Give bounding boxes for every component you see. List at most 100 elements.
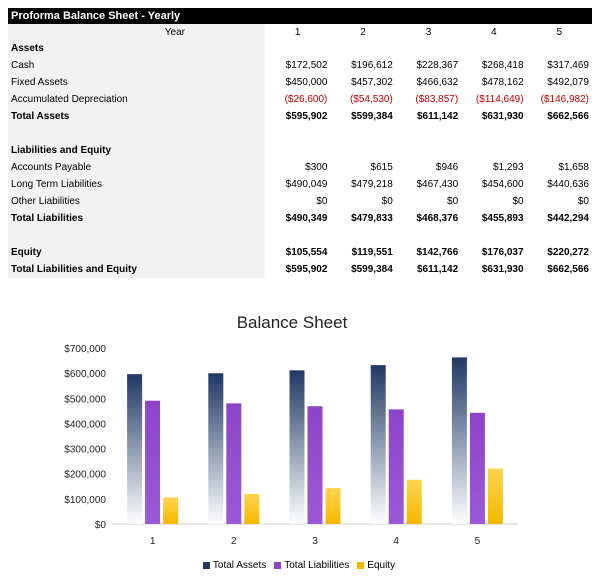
value-cell: ($146,982) (540, 94, 589, 105)
value-cell: $479,833 (351, 213, 393, 224)
legend-label: Equity (367, 560, 396, 571)
table-row: Total Liabilities and Equity $595,902 $599… (8, 261, 592, 278)
value-cell: ($26,600) (284, 94, 328, 105)
year-header-cell: 4 (491, 26, 497, 38)
bar-total-assets (208, 373, 224, 524)
value-cell: ($83,857) (415, 94, 459, 105)
value-cell (396, 142, 461, 159)
value-cell (330, 125, 395, 142)
value-cell: $1,658 (558, 162, 589, 173)
y-tick-label: $100,000 (64, 495, 106, 506)
row-label: Accounts Payable (8, 159, 265, 176)
value-cell (265, 227, 330, 244)
table-row: Accumulated Depreciation ($26,600) ($54,53… (8, 91, 592, 108)
bar-total-liabilities (388, 409, 404, 524)
bar-total-assets (370, 365, 386, 524)
bar-total-liabilities (469, 412, 485, 524)
table-row: Liabilities and Equity (8, 142, 592, 159)
value-cell: $0 (316, 196, 328, 207)
value-cell: $595,902 (285, 111, 328, 122)
value-cell: $172,502 (285, 60, 328, 71)
value-cell: $268,418 (481, 60, 524, 71)
value-cell: $490,049 (285, 179, 328, 190)
year-header-cell: 5 (556, 26, 563, 38)
value-cell (527, 40, 592, 57)
value-cell: $455,893 (481, 213, 524, 224)
value-cell: $631,930 (481, 111, 524, 122)
value-cell: $479,218 (351, 179, 393, 190)
table-row: Total Assets $595,902 $599,384 $611,142 $631… (8, 108, 592, 125)
bar-equity (487, 468, 503, 524)
bar-equity (406, 479, 422, 524)
bar-equity (244, 493, 260, 524)
table-row: Accounts Payable $300 $615 $946 $1,293 $1,658 (8, 159, 592, 176)
row-label (8, 125, 265, 142)
bar-total-assets (451, 357, 467, 524)
value-cell: $615 (370, 162, 393, 173)
chart-legend: Total Assets Total Liabilities Equity (0, 560, 598, 572)
value-cell: $492,079 (547, 77, 589, 88)
row-label: Fixed Assets (8, 74, 265, 91)
x-tick-label: 4 (393, 536, 399, 547)
value-cell: $0 (381, 196, 393, 207)
value-cell: $0 (577, 196, 589, 207)
value-cell: $631,930 (481, 264, 524, 275)
year-header-cell: 1 (294, 26, 301, 38)
y-tick-label: $300,000 (64, 445, 106, 456)
value-cell: $490,349 (285, 213, 328, 224)
row-label: Total Liabilities (8, 210, 265, 227)
value-cell (396, 125, 461, 142)
row-label: Accumulated Depreciation (8, 91, 265, 108)
value-cell: $599,384 (351, 111, 393, 122)
year-header-cell: 2 (360, 26, 366, 38)
value-cell: $196,612 (351, 60, 393, 71)
y-tick-label: $400,000 (64, 419, 106, 430)
row-label (8, 227, 265, 244)
table-row: Other Liabilities $0 $0 $0 $0 $0 (8, 193, 592, 210)
row-label: Cash (8, 57, 265, 74)
value-cell: $228,367 (416, 60, 459, 71)
value-cell: $1,293 (492, 162, 524, 173)
value-cell (330, 227, 395, 244)
row-label: Assets (8, 40, 265, 57)
chart-title: Balance Sheet (237, 313, 348, 332)
table-row: Total Liabilities $490,349 $479,833 $468,37… (8, 210, 592, 227)
balance-sheet-table: Year 1 2 3 4 5 Assets Cash $172,502 $196,612 $228,… (8, 24, 592, 278)
value-cell (330, 40, 395, 57)
value-cell: $466,632 (416, 77, 459, 88)
value-cell (461, 142, 526, 159)
value-cell: $662,566 (547, 264, 589, 275)
value-cell (265, 125, 330, 142)
balance-sheet-chart: Balance Sheet $0 $100,000 $200,000 $300,000… (64, 313, 518, 547)
value-cell: $176,037 (481, 247, 524, 258)
value-cell: $599,384 (351, 264, 393, 275)
value-cell: $440,636 (547, 179, 589, 190)
value-cell: $300 (305, 162, 328, 173)
table-header-row: Year 1 2 3 4 5 (8, 24, 592, 40)
value-cell (461, 40, 526, 57)
value-cell (265, 142, 330, 159)
x-tick-label: 5 (475, 536, 481, 547)
value-cell: ($114,649) (475, 94, 524, 105)
value-cell: $442,294 (547, 213, 589, 224)
table-row (8, 227, 592, 244)
value-cell: $450,000 (285, 77, 328, 88)
value-cell (527, 125, 592, 142)
value-cell (330, 142, 395, 159)
value-cell: $457,302 (351, 77, 393, 88)
bar-total-liabilities (145, 400, 161, 524)
row-label: Liabilities and Equity (8, 142, 265, 159)
legend-label: Total Liabilities (284, 560, 350, 571)
value-cell (265, 40, 330, 57)
value-cell (396, 227, 461, 244)
table-row: Assets (8, 40, 592, 57)
table-row: Fixed Assets $450,000 $457,302 $466,632 $478… (8, 74, 592, 91)
legend-item: Total Assets (202, 560, 266, 571)
y-tick-label: $700,000 (64, 344, 106, 355)
value-cell: $662,566 (547, 111, 589, 122)
value-cell: $478,162 (481, 77, 524, 88)
year-header-label: Year (8, 24, 265, 40)
value-cell (527, 227, 592, 244)
bar-equity (325, 488, 341, 524)
value-cell: $467,430 (416, 179, 459, 190)
